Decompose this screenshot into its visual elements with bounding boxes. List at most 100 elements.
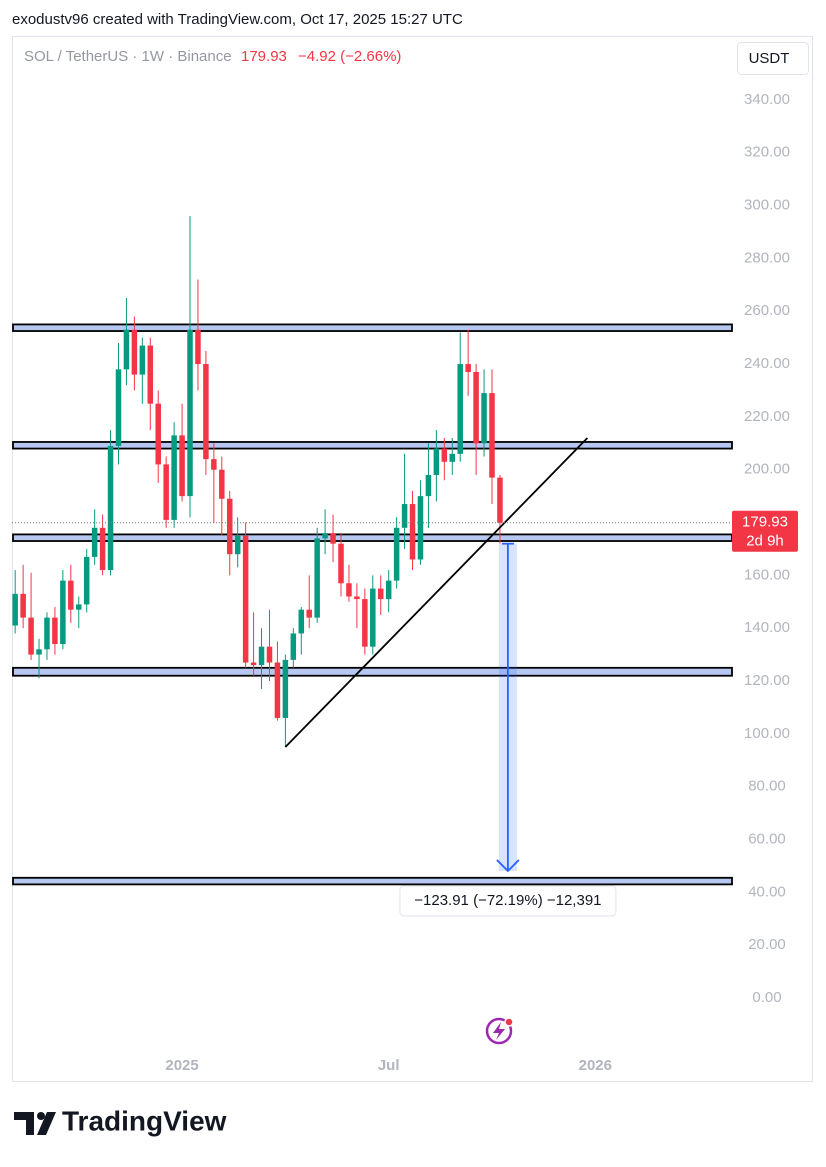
candle-body [123, 329, 130, 370]
candle-body [282, 659, 289, 718]
candle-body [401, 504, 408, 528]
currency[interactable]: USDT [749, 50, 790, 67]
currency-button[interactable] [737, 42, 809, 75]
candle-body [433, 448, 440, 475]
candle-body [107, 445, 114, 571]
candle-body [83, 556, 90, 605]
zone [12, 876, 733, 886]
candle-body [195, 329, 201, 365]
candle-body [473, 371, 479, 444]
candle-body [377, 588, 384, 600]
y-tick-label: 340.00 [744, 91, 790, 108]
y-tick-label: 280.00 [744, 249, 790, 266]
symbol: SOL / TetherUS · 1W · Binance [24, 48, 232, 65]
candle-body [258, 646, 265, 666]
candle-body [489, 393, 495, 478]
candle-body [250, 662, 257, 666]
y-tick-label: 120.00 [744, 672, 790, 689]
trendline [284, 437, 589, 748]
candle-body [274, 662, 281, 718]
y-tick-label: 200.00 [744, 461, 790, 478]
candle-body [417, 496, 424, 560]
candle-body [187, 329, 193, 497]
candle-body [449, 453, 456, 462]
price-tag [732, 510, 798, 552]
candle-body [52, 617, 58, 645]
chart-frame [12, 36, 813, 1082]
candle-body [163, 464, 169, 520]
candle-body [330, 533, 336, 544]
candle-body [385, 580, 392, 600]
candle-body [242, 535, 249, 663]
header: exodustv96 created with TradingView.com,… [12, 11, 463, 28]
y-tick-label: 160.00 [744, 566, 790, 583]
zone [12, 533, 733, 542]
candle-body [171, 435, 177, 520]
legend-change: −4.92 (−2.66%) [298, 48, 401, 65]
candle-body [115, 369, 122, 446]
y-tick-label: 140.00 [744, 619, 790, 636]
logo-icon [14, 1112, 56, 1135]
zone [12, 323, 733, 332]
candle-body [481, 393, 487, 444]
countdown: 2d 9h [746, 533, 784, 550]
logo: TradingView [62, 1105, 227, 1136]
candle-body [425, 474, 432, 497]
candle-body [36, 649, 42, 655]
measure-box [399, 885, 617, 917]
candle-body [266, 646, 273, 663]
candle-body [338, 543, 344, 584]
candle-body [457, 364, 463, 454]
candle-body [91, 527, 98, 557]
candle-body [234, 535, 241, 555]
candle-body [465, 364, 471, 372]
candle-body [131, 329, 138, 375]
y-tick-label: 60.00 [748, 830, 786, 847]
candle-body [370, 588, 376, 647]
candle-body [12, 593, 18, 626]
candle-body [409, 504, 416, 560]
y-tick-label: 260.00 [744, 302, 790, 319]
alert-icon[interactable] [485, 1017, 514, 1045]
zone [12, 441, 733, 450]
candle-body [147, 345, 154, 404]
candle-body [290, 633, 297, 660]
measure-head [496, 859, 520, 873]
candle-body [76, 604, 82, 610]
candle-body [306, 609, 312, 618]
candle-body [226, 498, 233, 555]
x-tick-label: 2025 [165, 1057, 198, 1074]
candle-body [28, 617, 34, 655]
y-tick-label: 100.00 [744, 725, 790, 742]
candle-body [393, 527, 400, 581]
y-tick-label: 0.00 [752, 989, 781, 1006]
candle-body [155, 403, 161, 465]
legend-price: 179.93 [241, 48, 287, 65]
candle-body [362, 599, 368, 647]
x-tick-label: 2026 [579, 1057, 612, 1074]
y-tick-label: 80.00 [748, 778, 786, 795]
candle-body [298, 609, 305, 634]
zone [12, 666, 733, 677]
y-tick-label: 320.00 [744, 144, 790, 161]
y-tick-label: 20.00 [748, 936, 786, 953]
y-tick-label: 240.00 [744, 355, 790, 372]
candle-body [20, 593, 26, 618]
candle-body [219, 469, 225, 499]
x-tick-label: Jul [378, 1057, 400, 1074]
measure-label: −123.91 (−72.19%) −12,391 [414, 892, 601, 909]
candle-body [314, 538, 320, 618]
candle-body [44, 617, 50, 650]
candle-body [68, 580, 74, 610]
candle-body [346, 583, 352, 597]
candle-body [354, 596, 360, 600]
y-tick-label: 220.00 [744, 408, 790, 425]
candle-body [322, 533, 328, 539]
candle-body [441, 448, 448, 462]
candle-body [139, 345, 146, 375]
candle-body [179, 435, 185, 497]
y-tick-label: 40.00 [748, 883, 786, 900]
candle-body [60, 580, 66, 645]
y-tick-label: 300.00 [744, 197, 790, 214]
